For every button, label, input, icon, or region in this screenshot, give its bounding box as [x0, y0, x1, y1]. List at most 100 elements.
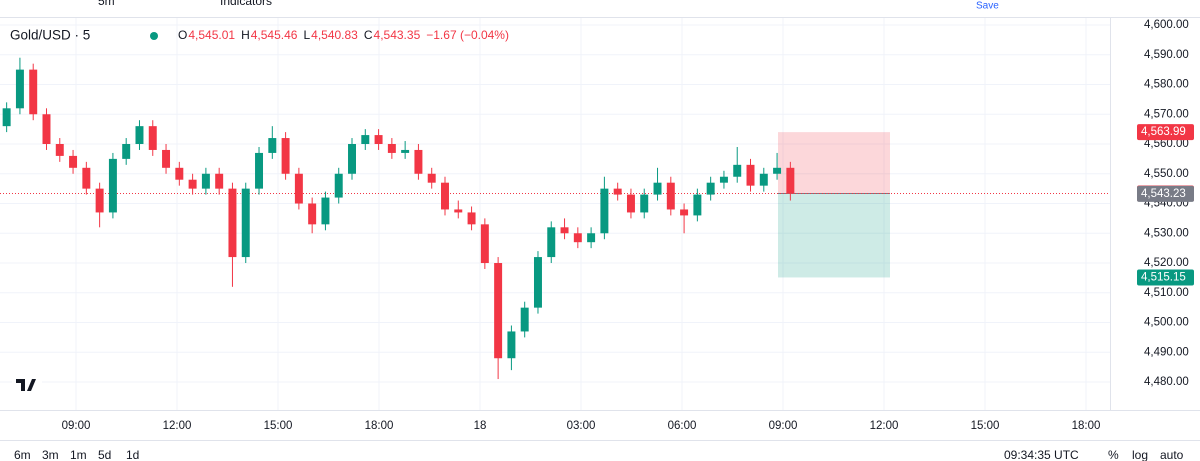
range-button[interactable]: 3m	[42, 448, 59, 461]
candle-body	[122, 144, 131, 159]
y-tick-label: 4,520.00	[1144, 257, 1189, 269]
candle-body	[215, 173, 224, 189]
ohlc-value: 4,545.01	[188, 28, 235, 42]
candle-body	[42, 114, 51, 145]
x-tick-label: 06:00	[668, 420, 697, 432]
candle-body	[613, 188, 622, 195]
candle-body	[255, 152, 264, 189]
y-tick-label: 4,530.00	[1144, 227, 1189, 239]
candle-body	[82, 167, 91, 189]
scale-button[interactable]: log	[1132, 448, 1148, 461]
candle-body	[693, 194, 702, 216]
candle-body	[480, 224, 489, 264]
candle-body	[228, 188, 237, 258]
profit-zone	[778, 132, 890, 194]
candle-body	[308, 203, 317, 225]
price-label-bg	[1137, 269, 1194, 286]
x-tick-label: 18:00	[1072, 420, 1101, 432]
ohlc-key: O	[178, 28, 187, 42]
candle-body	[201, 173, 210, 189]
candle-body	[2, 108, 11, 127]
candle-body	[706, 182, 715, 195]
candle-body	[188, 179, 197, 189]
range-button[interactable]: 1m	[70, 448, 87, 461]
x-tick-label: 03:00	[567, 420, 596, 432]
candle-body	[148, 126, 157, 150]
range-button[interactable]: 6m	[14, 448, 31, 461]
x-tick-label: 18:00	[365, 420, 394, 432]
candle-body	[773, 167, 782, 174]
loss-zone	[778, 193, 890, 278]
plot-area	[0, 18, 1110, 410]
scale-button[interactable]: auto	[1160, 448, 1184, 461]
bottom-bar: 6m 3m 1m 5d 1d 09:34:35 UTC% log auto	[14, 448, 1184, 461]
candle-body	[759, 173, 768, 186]
y-tick-label: 4,480.00	[1144, 376, 1189, 388]
candle-body	[401, 149, 410, 153]
candle-body	[454, 209, 463, 213]
indicators-button[interactable]: Indicators	[220, 0, 272, 8]
candle-body	[441, 182, 449, 210]
range-button[interactable]: 5d	[98, 448, 111, 461]
candle-body	[587, 233, 596, 243]
x-tick-label: 09:00	[62, 420, 91, 432]
x-tick-label: 15:00	[971, 420, 1000, 432]
candle-body	[533, 257, 542, 308]
candle-body	[294, 173, 303, 204]
ohlc-key: H	[241, 28, 250, 42]
y-tick-label: 4,510.00	[1144, 287, 1189, 299]
ohlc-value: 4,545.46	[251, 28, 298, 42]
candle-body	[15, 69, 24, 109]
candle-body	[108, 158, 117, 213]
ohlc-value: 4,540.83	[311, 28, 358, 42]
range-button[interactable]: 1d	[126, 448, 139, 461]
candle-body	[414, 149, 423, 174]
candle-body	[666, 182, 675, 210]
candle-body	[600, 188, 609, 234]
candle-body	[494, 263, 503, 359]
candle-body	[427, 173, 436, 183]
price-label: 4,543.23	[1141, 188, 1186, 200]
tv-logo	[12, 374, 42, 396]
candle-body	[786, 167, 795, 194]
y-tick-label: 4,580.00	[1144, 79, 1189, 91]
y-tick-label: 4,570.00	[1144, 108, 1189, 120]
candle-body	[520, 307, 529, 332]
price-label: 4,563.99	[1141, 126, 1186, 138]
candle-body	[55, 144, 64, 156]
save-button[interactable]: Save	[976, 1, 999, 12]
y-tick-label: 4,590.00	[1144, 49, 1189, 61]
y-tick-label: 4,560.00	[1144, 138, 1189, 150]
candle-body	[162, 149, 171, 168]
y-tick-label: 4,500.00	[1144, 317, 1189, 329]
candle-body	[175, 167, 184, 180]
ohlc-change: −1.67 (−0.04%)	[426, 28, 509, 42]
candle-body	[29, 69, 38, 115]
y-tick-label: 4,600.00	[1144, 19, 1189, 31]
interval-button[interactable]: 5m	[98, 0, 115, 8]
candle-body	[361, 135, 370, 145]
candle-body	[241, 188, 250, 258]
candle-body	[281, 138, 290, 174]
ohlc-key: C	[364, 28, 373, 42]
y-tick-label: 4,550.00	[1144, 168, 1189, 180]
candle-body	[467, 212, 476, 225]
ohlc-value: 4,543.35	[374, 28, 421, 42]
candle-body	[733, 164, 742, 177]
x-tick-label: 18	[474, 420, 487, 432]
candle-body	[547, 227, 556, 258]
x-tick-label: 12:00	[163, 420, 192, 432]
candle-body	[387, 144, 396, 153]
candle-body	[374, 135, 383, 145]
ohlc-legend: O 4,545.01 H 4,545.46 L 4,540.83 C 4,543.35 −1.6…	[178, 28, 509, 42]
candle-body	[746, 164, 755, 186]
candle-body	[653, 182, 662, 195]
candle-body	[560, 227, 569, 234]
candle-body	[69, 155, 78, 168]
candle-body	[321, 197, 330, 225]
candle-body	[135, 126, 144, 145]
scale-button[interactable]: %	[1108, 448, 1119, 461]
candle-body	[680, 209, 689, 216]
